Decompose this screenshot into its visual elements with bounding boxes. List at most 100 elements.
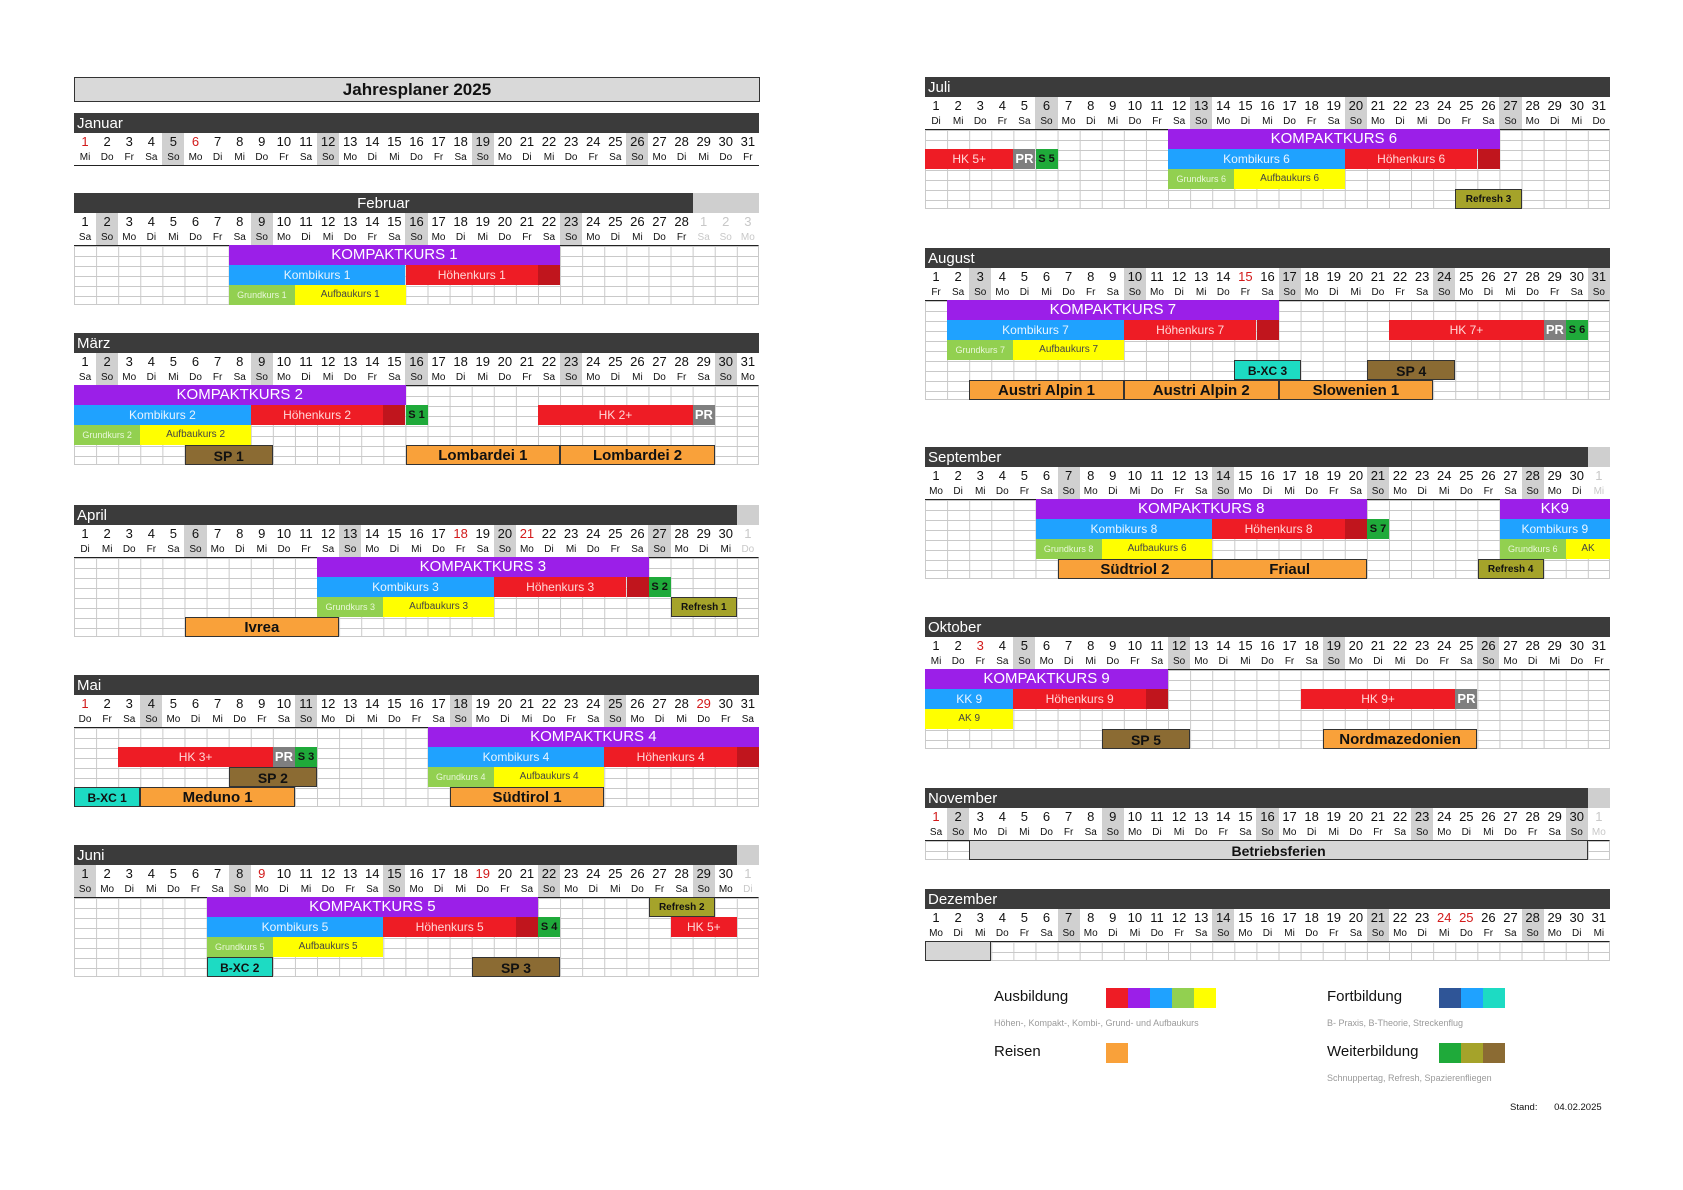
event-sp[interactable]: SP 4 (1367, 360, 1456, 380)
event-aufbau[interactable]: Aufbaukurs 2 (140, 425, 251, 445)
event-bxc[interactable]: B-XC 1 (74, 787, 141, 807)
event-betrieb[interactable] (925, 941, 992, 961)
event-hoehen[interactable]: Höhenkurs 9 (1013, 689, 1146, 709)
event-kompakt[interactable]: KOMPAKTKURS 4 (427, 727, 760, 747)
event-reise[interactable]: Ivrea (184, 617, 340, 637)
event-kombi[interactable]: Kombikurs 2 (74, 405, 251, 425)
event-hoehendark[interactable] (516, 917, 539, 937)
event-reise[interactable]: Lombardei 1 (405, 445, 561, 465)
event-aufbau[interactable]: Aufbaukurs 5 (272, 937, 384, 957)
event-aufbau[interactable]: Aufbaukurs 6 (1101, 539, 1213, 559)
event-hoehendark[interactable] (1477, 149, 1500, 169)
event-sp[interactable]: SP 1 (184, 445, 273, 465)
event-hoehen[interactable]: Höhenkurs 5 (383, 917, 516, 937)
event-hoehen[interactable]: Höhenkurs 7 (1123, 320, 1257, 340)
event-schnupper[interactable]: S 2 (648, 577, 671, 597)
event-grund[interactable]: Grundkurs 8 (1035, 539, 1102, 559)
event-aufbau[interactable]: Aufbaukurs 4 (493, 767, 605, 787)
event-hoehen[interactable]: HK 3+ (118, 747, 273, 767)
event-kombi[interactable]: Kombikurs 3 (317, 577, 494, 597)
event-kompakt[interactable]: KOMPAKTKURS 5 (206, 897, 539, 917)
event-kombi[interactable]: Kombikurs 7 (947, 320, 1124, 340)
event-hoehendark[interactable] (737, 747, 760, 767)
event-hoehen[interactable]: HK 9+ (1300, 689, 1456, 709)
event-aufbau[interactable]: Aufbaukurs 7 (1013, 340, 1124, 360)
event-aufbau[interactable]: Aufbaukurs 3 (383, 597, 494, 617)
event-hoehen[interactable]: HK 2+ (538, 405, 693, 425)
event-kompakt[interactable]: KK9 (1499, 499, 1611, 519)
event-grund[interactable]: Grundkurs 5 (206, 937, 273, 957)
event-hoehen[interactable]: Höhenkurs 3 (493, 577, 627, 597)
event-sp[interactable]: SP 3 (471, 957, 561, 977)
event-hoehen[interactable]: Höhenkurs 6 (1344, 149, 1478, 169)
event-kombi[interactable]: Kombikurs 5 (206, 917, 384, 937)
event-refresh[interactable]: Refresh 4 (1477, 559, 1544, 579)
event-aufbau[interactable]: Aufbaukurs 6 (1234, 169, 1345, 189)
event-reise[interactable]: Austri Alpin 1 (969, 380, 1124, 400)
event-reise[interactable]: Nordmazedonien (1322, 729, 1478, 749)
event-hoehen[interactable]: Höhenkurs 8 (1212, 519, 1345, 539)
event-hoehen[interactable]: Höhenkurs 1 (405, 265, 539, 285)
event-aufbau[interactable]: AK 9 (925, 709, 1014, 729)
event-bxc[interactable]: B-XC 2 (206, 957, 273, 977)
event-reise[interactable]: Meduno 1 (140, 787, 295, 807)
event-grund[interactable]: Grundkurs 7 (947, 340, 1014, 360)
event-reise[interactable]: Südtirol 1 (449, 787, 605, 807)
event-kombi[interactable]: Kombikurs 4 (427, 747, 605, 767)
event-kombi[interactable]: Kombikurs 1 (228, 265, 406, 285)
event-refresh[interactable]: Refresh 1 (670, 597, 737, 617)
event-reise[interactable]: Lombardei 2 (560, 445, 715, 465)
event-grund[interactable]: Grundkurs 4 (427, 767, 494, 787)
event-reise[interactable]: Austri Alpin 2 (1123, 380, 1279, 400)
event-hoehen[interactable]: HK 7+ (1389, 320, 1544, 340)
event-hoehen[interactable]: Höhenkurs 2 (250, 405, 384, 425)
event-schnupper[interactable]: S 6 (1565, 320, 1588, 340)
event-hoehendark[interactable] (383, 405, 406, 425)
event-sp[interactable]: SP 2 (228, 767, 318, 787)
event-refresh[interactable]: Refresh 2 (648, 897, 715, 917)
event-reise[interactable]: Friaul (1212, 559, 1367, 579)
event-schnupper[interactable]: S 5 (1035, 149, 1058, 169)
event-pr[interactable]: PR (1455, 689, 1478, 709)
event-schnupper[interactable]: S 4 (538, 917, 561, 937)
event-kompakt[interactable]: KOMPAKTKURS 3 (317, 557, 649, 577)
event-grund[interactable]: Grundkurs 6 (1499, 539, 1566, 559)
event-hoehendark[interactable] (626, 577, 649, 597)
event-refresh[interactable]: Refresh 3 (1455, 189, 1522, 209)
event-hoehendark[interactable] (1146, 689, 1169, 709)
event-reise[interactable]: Südtriol 2 (1057, 559, 1213, 579)
event-hoehen[interactable]: HK 5+ (670, 917, 737, 937)
event-kompakt[interactable]: KOMPAKTKURS 6 (1168, 129, 1500, 149)
event-schnupper[interactable]: S 1 (405, 405, 428, 425)
event-reise[interactable]: Slowenien 1 (1278, 380, 1434, 400)
event-schnupper[interactable]: S 3 (295, 747, 318, 767)
event-grund[interactable]: Grundkurs 6 (1168, 169, 1235, 189)
event-kompakt[interactable]: KOMPAKTKURS 2 (74, 385, 406, 405)
event-betrieb[interactable]: Betriebsferien (969, 840, 1588, 860)
event-kombi[interactable]: Kombikurs 6 (1168, 149, 1345, 169)
event-grund[interactable]: Grundkurs 3 (317, 597, 384, 617)
event-pr[interactable]: PR (1543, 320, 1566, 340)
event-grund[interactable]: Grundkurs 1 (228, 285, 295, 305)
event-kompakt[interactable]: KOMPAKTKURS 8 (1035, 499, 1367, 519)
event-kompakt[interactable]: KOMPAKTKURS 1 (228, 245, 561, 265)
event-pr[interactable]: PR (1013, 149, 1036, 169)
event-aufbau[interactable]: AK (1565, 539, 1611, 559)
event-kombi[interactable]: KK 9 (925, 689, 1014, 709)
event-kombi[interactable]: Kombikurs 9 (1499, 519, 1611, 539)
event-kombi[interactable]: Kombikurs 8 (1035, 519, 1213, 539)
event-hoehendark[interactable] (538, 265, 561, 285)
event-pr[interactable]: PR (692, 405, 715, 425)
event-kompakt[interactable]: KOMPAKTKURS 9 (925, 669, 1169, 689)
event-bxc[interactable]: B-XC 3 (1234, 360, 1301, 380)
event-hoehendark[interactable] (1256, 320, 1279, 340)
event-kompakt[interactable]: KOMPAKTKURS 7 (947, 300, 1279, 320)
event-sp[interactable]: SP 5 (1101, 729, 1191, 749)
event-hoehendark[interactable] (1344, 519, 1367, 539)
event-pr[interactable]: PR (272, 747, 295, 767)
event-hoehen[interactable]: HK 5+ (925, 149, 1014, 169)
event-grund[interactable]: Grundkurs 2 (74, 425, 141, 445)
event-hoehen[interactable]: Höhenkurs 4 (604, 747, 737, 767)
event-schnupper[interactable]: S 7 (1367, 519, 1390, 539)
event-aufbau[interactable]: Aufbaukurs 1 (295, 285, 406, 305)
